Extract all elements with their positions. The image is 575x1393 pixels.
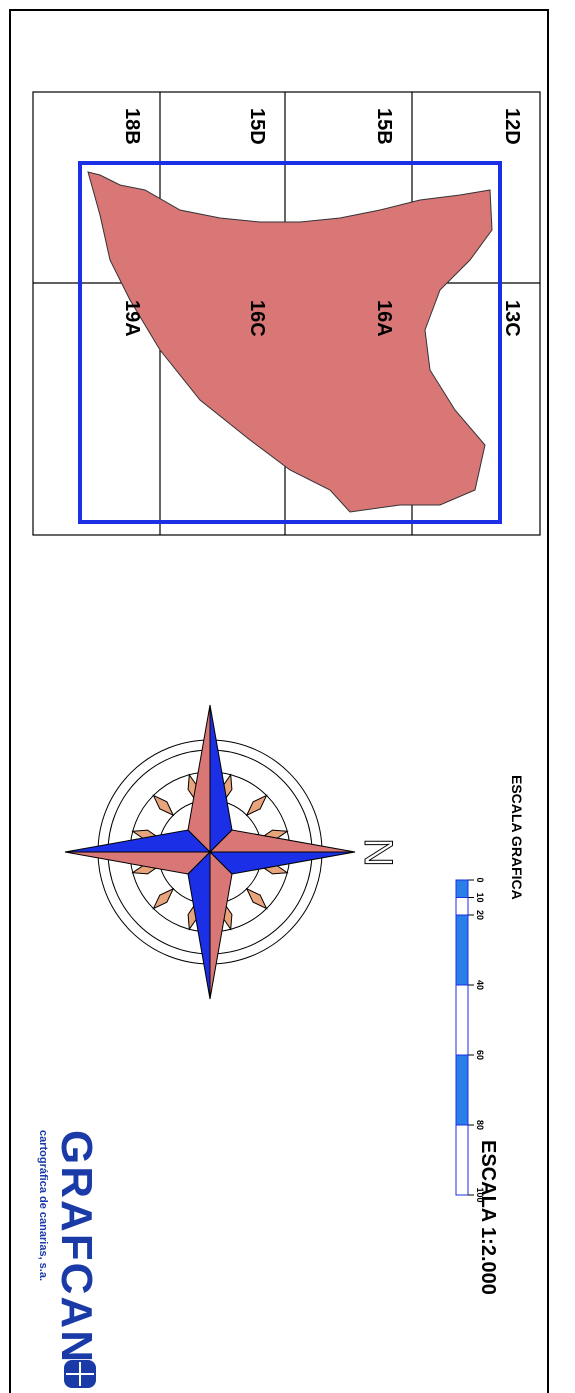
scale-tick-label: 80 (475, 1120, 485, 1130)
scale-segment (455, 1054, 469, 1126)
sheet-frame (78, 161, 502, 524)
grid-label: 18B (121, 108, 143, 145)
scale-tick-label: 0 (475, 877, 485, 882)
compass-diamond (152, 794, 175, 817)
scale-tick-label: 10 (475, 892, 485, 902)
logo-name: GRAFCAN (52, 1130, 101, 1364)
grid-label: 16A (373, 300, 395, 337)
scale-segment (455, 897, 469, 916)
north-label: N (356, 838, 400, 867)
scale-segment (455, 1124, 469, 1196)
grid-labels: 12D 13C 15B 16A 15D 16C 18B 19A (121, 108, 523, 337)
scale-title: ESCALA GRAFICA (509, 775, 525, 900)
scale-segment (455, 879, 469, 898)
logo-subtitle: cartográfica de canarias, s.a. (37, 1130, 49, 1281)
scale-tick-label: 20 (475, 910, 485, 920)
scale-text: ESCALA 1:2.000 (477, 1140, 499, 1295)
scale-tick-label: 40 (475, 980, 485, 990)
grid-label: 12D (501, 108, 523, 145)
scale-bar: 0 10 20 40 60 80 100 (455, 877, 485, 1203)
grid-label: 16C (246, 300, 268, 337)
scale-tick-label: 60 (475, 1050, 485, 1060)
scale-segment (455, 914, 469, 986)
scale-tick-label: 100 (475, 1187, 485, 1202)
grid-label: 13C (501, 300, 523, 337)
grid-label: 15B (373, 108, 395, 145)
compass-diamond (245, 887, 268, 910)
grid-label: 15D (246, 108, 268, 145)
grid-label: 19A (121, 300, 143, 337)
compass-diamond (152, 887, 175, 910)
scale-segment (455, 984, 469, 1056)
island-area (87, 171, 493, 513)
logo-emblem (64, 1360, 96, 1388)
sheet-border (9, 9, 549, 1393)
compass-diamond (245, 794, 268, 817)
compass-rose (64, 704, 356, 1000)
